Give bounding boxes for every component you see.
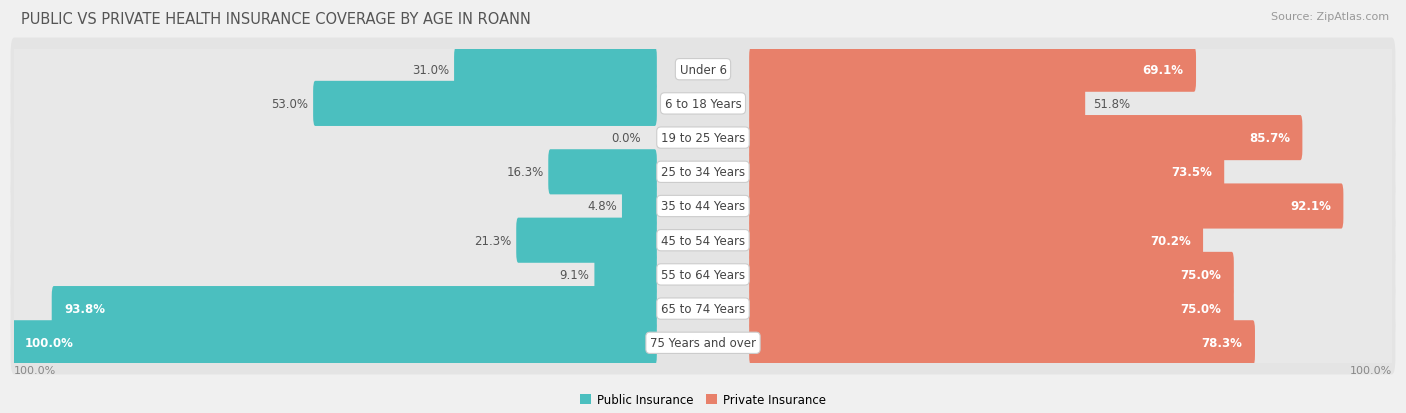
FancyBboxPatch shape <box>548 150 657 195</box>
FancyBboxPatch shape <box>749 82 1085 127</box>
FancyBboxPatch shape <box>749 82 1393 127</box>
Text: 75.0%: 75.0% <box>1181 302 1222 316</box>
FancyBboxPatch shape <box>13 150 657 195</box>
FancyBboxPatch shape <box>13 82 657 127</box>
FancyBboxPatch shape <box>749 150 1225 195</box>
Text: 69.1%: 69.1% <box>1143 64 1184 76</box>
FancyBboxPatch shape <box>11 38 1395 102</box>
FancyBboxPatch shape <box>13 184 657 229</box>
FancyBboxPatch shape <box>11 141 1395 204</box>
FancyBboxPatch shape <box>749 116 1393 161</box>
Legend: Public Insurance, Private Insurance: Public Insurance, Private Insurance <box>575 389 831 411</box>
FancyBboxPatch shape <box>13 320 657 366</box>
FancyBboxPatch shape <box>749 47 1393 93</box>
Text: 100.0%: 100.0% <box>1350 365 1392 375</box>
FancyBboxPatch shape <box>11 243 1395 306</box>
Text: 75.0%: 75.0% <box>1181 268 1222 281</box>
Text: 45 to 54 Years: 45 to 54 Years <box>661 234 745 247</box>
Text: 93.8%: 93.8% <box>65 302 105 316</box>
Text: 0.0%: 0.0% <box>612 132 641 145</box>
FancyBboxPatch shape <box>11 277 1395 340</box>
FancyBboxPatch shape <box>454 47 657 93</box>
FancyBboxPatch shape <box>749 252 1234 297</box>
Text: 65 to 74 Years: 65 to 74 Years <box>661 302 745 316</box>
Text: 55 to 64 Years: 55 to 64 Years <box>661 268 745 281</box>
Text: 35 to 44 Years: 35 to 44 Years <box>661 200 745 213</box>
Text: 9.1%: 9.1% <box>560 268 589 281</box>
FancyBboxPatch shape <box>749 116 1302 161</box>
FancyBboxPatch shape <box>13 286 657 331</box>
FancyBboxPatch shape <box>749 286 1393 331</box>
FancyBboxPatch shape <box>749 47 1197 93</box>
Text: Under 6: Under 6 <box>679 64 727 76</box>
FancyBboxPatch shape <box>749 184 1393 229</box>
FancyBboxPatch shape <box>11 311 1395 375</box>
Text: 31.0%: 31.0% <box>412 64 450 76</box>
Text: 100.0%: 100.0% <box>24 337 73 349</box>
FancyBboxPatch shape <box>13 252 657 297</box>
Text: PUBLIC VS PRIVATE HEALTH INSURANCE COVERAGE BY AGE IN ROANN: PUBLIC VS PRIVATE HEALTH INSURANCE COVER… <box>21 12 531 27</box>
FancyBboxPatch shape <box>13 218 657 263</box>
FancyBboxPatch shape <box>749 218 1393 263</box>
Text: 78.3%: 78.3% <box>1202 337 1243 349</box>
FancyBboxPatch shape <box>516 218 657 263</box>
FancyBboxPatch shape <box>11 73 1395 136</box>
Text: 73.5%: 73.5% <box>1171 166 1212 179</box>
Text: 4.8%: 4.8% <box>588 200 617 213</box>
FancyBboxPatch shape <box>749 286 1234 331</box>
Text: 51.8%: 51.8% <box>1094 97 1130 111</box>
FancyBboxPatch shape <box>595 252 657 297</box>
FancyBboxPatch shape <box>749 320 1393 366</box>
Text: 75 Years and over: 75 Years and over <box>650 337 756 349</box>
Text: 100.0%: 100.0% <box>14 365 56 375</box>
Text: 53.0%: 53.0% <box>271 97 308 111</box>
Text: 85.7%: 85.7% <box>1249 132 1289 145</box>
FancyBboxPatch shape <box>52 286 657 331</box>
FancyBboxPatch shape <box>749 184 1343 229</box>
FancyBboxPatch shape <box>749 150 1393 195</box>
FancyBboxPatch shape <box>11 107 1395 170</box>
Text: 25 to 34 Years: 25 to 34 Years <box>661 166 745 179</box>
Text: 92.1%: 92.1% <box>1291 200 1331 213</box>
FancyBboxPatch shape <box>749 218 1204 263</box>
FancyBboxPatch shape <box>13 116 657 161</box>
FancyBboxPatch shape <box>13 320 657 366</box>
Text: 21.3%: 21.3% <box>474 234 512 247</box>
Text: 19 to 25 Years: 19 to 25 Years <box>661 132 745 145</box>
Text: Source: ZipAtlas.com: Source: ZipAtlas.com <box>1271 12 1389 22</box>
FancyBboxPatch shape <box>11 175 1395 238</box>
FancyBboxPatch shape <box>11 209 1395 272</box>
FancyBboxPatch shape <box>749 320 1256 366</box>
Text: 6 to 18 Years: 6 to 18 Years <box>665 97 741 111</box>
FancyBboxPatch shape <box>314 82 657 127</box>
FancyBboxPatch shape <box>621 184 657 229</box>
FancyBboxPatch shape <box>13 47 657 93</box>
Text: 70.2%: 70.2% <box>1150 234 1191 247</box>
Text: 16.3%: 16.3% <box>506 166 544 179</box>
FancyBboxPatch shape <box>749 252 1393 297</box>
